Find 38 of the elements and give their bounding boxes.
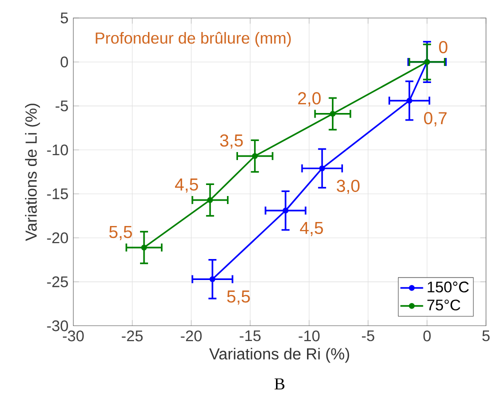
annotation: 5,5 — [109, 226, 132, 240]
point — [141, 244, 147, 251]
x-tick-label: -15 — [240, 330, 261, 342]
legend-label: 75°C — [427, 300, 460, 311]
annotation: 3,0 — [336, 180, 360, 194]
annotation: 4,5 — [175, 178, 198, 193]
annotation: 4,5 — [300, 222, 323, 236]
y-tick-label: -15 — [47, 188, 68, 200]
point — [319, 166, 326, 172]
y-tick-label: -25 — [47, 276, 68, 288]
legend-label: 150°C — [428, 282, 469, 293]
x-tick-label: -5 — [362, 330, 374, 342]
point — [282, 208, 288, 214]
x-axis-title: Variations de Ri (%) — [209, 348, 350, 363]
y-axis-title: Variations de Li (%) — [25, 104, 40, 242]
x-tick-label: 5 — [482, 330, 490, 342]
y-tick-label: -10 — [47, 144, 68, 156]
y-tick-label: -5 — [56, 100, 68, 112]
x-tick-label: -10 — [298, 330, 320, 342]
x-tick-label: 0 — [423, 330, 431, 342]
point — [406, 98, 412, 104]
annotation: 2,0 — [298, 92, 321, 107]
annotation: 0,7 — [424, 112, 447, 126]
point — [207, 197, 214, 204]
point — [210, 276, 216, 282]
y-tick-label: -20 — [47, 232, 68, 244]
annotation: 5,5 — [227, 290, 250, 305]
annotation: 0 — [439, 41, 448, 54]
text: B — [274, 378, 284, 390]
annotation: Profondeur de brûlure (mm) — [96, 32, 291, 48]
x-tick-label: -25 — [122, 330, 143, 342]
x-tick-label: -20 — [180, 330, 202, 342]
y-tick-label: -30 — [47, 320, 68, 332]
y-tick-label: 0 — [60, 56, 68, 68]
point — [330, 111, 336, 117]
annotation: 3,5 — [220, 134, 243, 149]
y-tick-label: 5 — [60, 12, 68, 24]
point — [252, 153, 258, 160]
